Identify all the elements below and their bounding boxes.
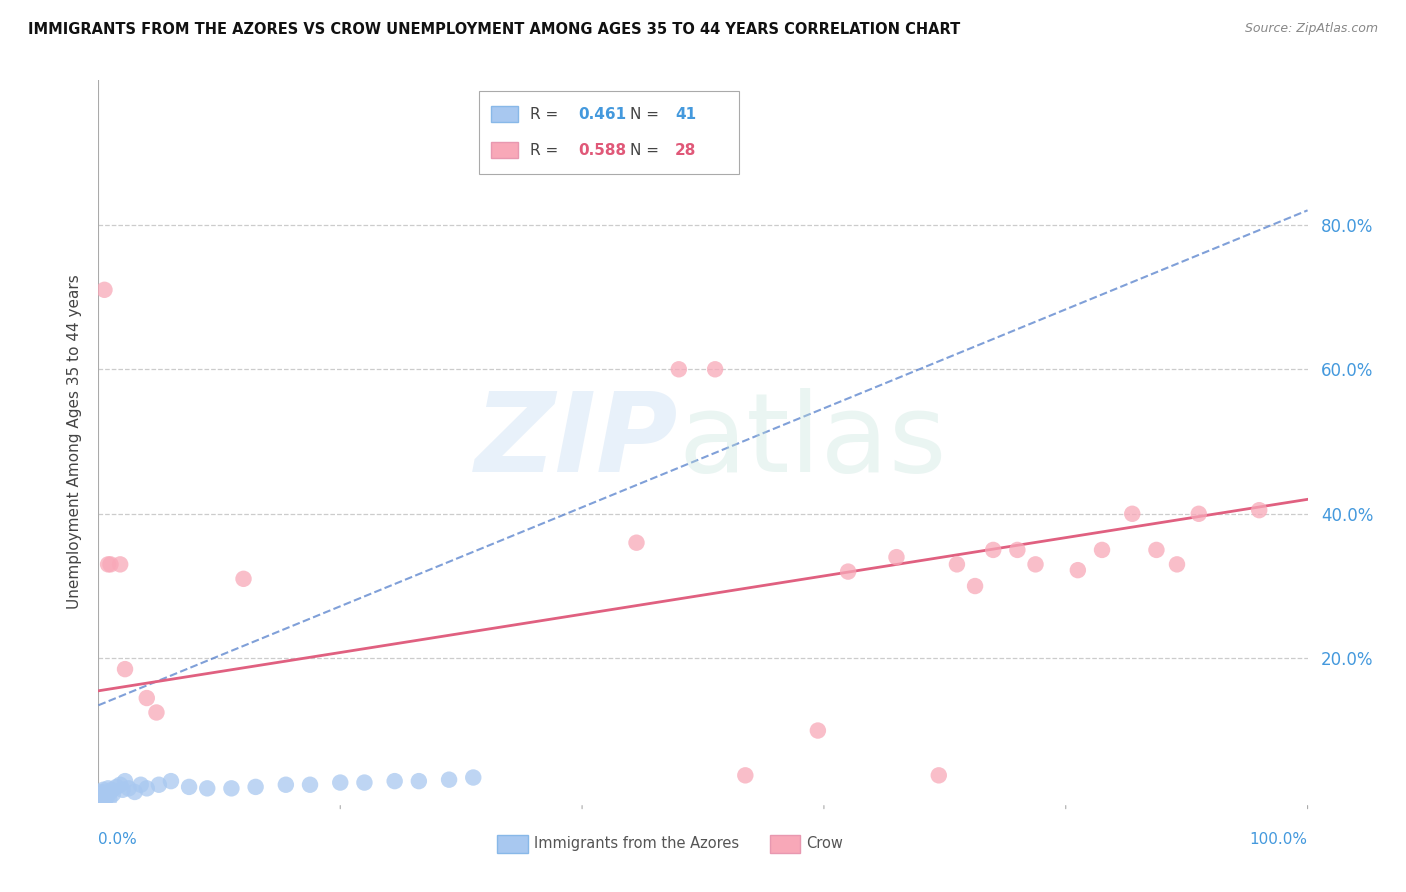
Point — [463, 771, 485, 785]
Point — [734, 768, 756, 782]
Point — [108, 558, 131, 572]
Point — [118, 781, 141, 796]
Point — [965, 579, 987, 593]
Point — [179, 780, 201, 794]
Point — [93, 283, 115, 297]
Point — [100, 782, 122, 797]
Point — [90, 790, 112, 805]
Point — [928, 768, 950, 782]
Point — [946, 558, 969, 572]
Point — [93, 794, 115, 808]
Text: IMMIGRANTS FROM THE AZORES VS CROW UNEMPLOYMENT AMONG AGES 35 TO 44 YEARS CORREL: IMMIGRANTS FROM THE AZORES VS CROW UNEMP… — [28, 22, 960, 37]
Point — [274, 778, 297, 792]
Point — [91, 782, 114, 797]
Point — [94, 789, 117, 803]
Point — [626, 535, 648, 549]
Point — [129, 778, 152, 792]
Point — [221, 781, 243, 796]
Point — [1091, 542, 1114, 557]
Point — [245, 780, 267, 794]
Text: ZIP: ZIP — [475, 388, 679, 495]
Point — [89, 789, 111, 803]
Point — [299, 778, 322, 792]
Point — [1067, 563, 1090, 577]
Text: 0.588: 0.588 — [578, 143, 627, 158]
Text: N =: N = — [630, 107, 664, 121]
Point — [89, 792, 111, 806]
Point — [437, 772, 460, 787]
Point — [1166, 558, 1188, 572]
Text: 0.0%: 0.0% — [98, 831, 138, 847]
Point — [96, 790, 118, 805]
Point — [124, 785, 146, 799]
Point — [1249, 503, 1271, 517]
Point — [160, 774, 183, 789]
Point — [837, 565, 859, 579]
Point — [93, 786, 115, 800]
Point — [98, 792, 121, 806]
Point — [232, 572, 254, 586]
Point — [1146, 542, 1168, 557]
Text: atlas: atlas — [679, 388, 948, 495]
Point — [807, 723, 830, 738]
Y-axis label: Unemployment Among Ages 35 to 44 years: Unemployment Among Ages 35 to 44 years — [66, 274, 82, 609]
Bar — [492, 143, 517, 158]
Text: 41: 41 — [675, 107, 696, 121]
Text: Source: ZipAtlas.com: Source: ZipAtlas.com — [1244, 22, 1378, 36]
Point — [195, 781, 218, 796]
Point — [1007, 542, 1029, 557]
Text: Crow: Crow — [806, 837, 842, 852]
Point — [353, 775, 375, 789]
Point — [101, 787, 124, 801]
Point — [886, 550, 908, 565]
Point — [91, 787, 114, 801]
Point — [1121, 507, 1143, 521]
Point — [108, 778, 131, 792]
Point — [100, 558, 122, 572]
Text: 100.0%: 100.0% — [1250, 831, 1308, 847]
Point — [384, 774, 406, 789]
FancyBboxPatch shape — [479, 91, 740, 174]
Point — [408, 774, 430, 789]
Text: R =: R = — [530, 107, 564, 121]
Point — [100, 785, 122, 799]
Point — [329, 775, 352, 789]
Point — [114, 662, 136, 676]
Text: 28: 28 — [675, 143, 696, 158]
Point — [105, 780, 128, 794]
Point — [90, 794, 112, 808]
Bar — [492, 106, 517, 122]
Point — [97, 558, 120, 572]
Point — [135, 691, 157, 706]
Point — [145, 706, 167, 720]
Text: Immigrants from the Azores: Immigrants from the Azores — [534, 837, 738, 852]
Point — [981, 542, 1004, 557]
Point — [97, 781, 120, 796]
Bar — [498, 835, 527, 854]
Point — [91, 793, 114, 807]
Point — [135, 781, 157, 796]
Point — [111, 782, 134, 797]
Point — [1024, 558, 1046, 572]
Point — [148, 778, 170, 792]
Bar — [769, 835, 800, 854]
Point — [89, 794, 111, 808]
Text: R =: R = — [530, 143, 564, 158]
Point — [668, 362, 690, 376]
Point — [704, 362, 727, 376]
Point — [114, 774, 136, 789]
Text: 0.461: 0.461 — [578, 107, 627, 121]
Point — [90, 785, 112, 799]
Point — [1188, 507, 1211, 521]
Point — [91, 791, 114, 805]
Text: N =: N = — [630, 143, 664, 158]
